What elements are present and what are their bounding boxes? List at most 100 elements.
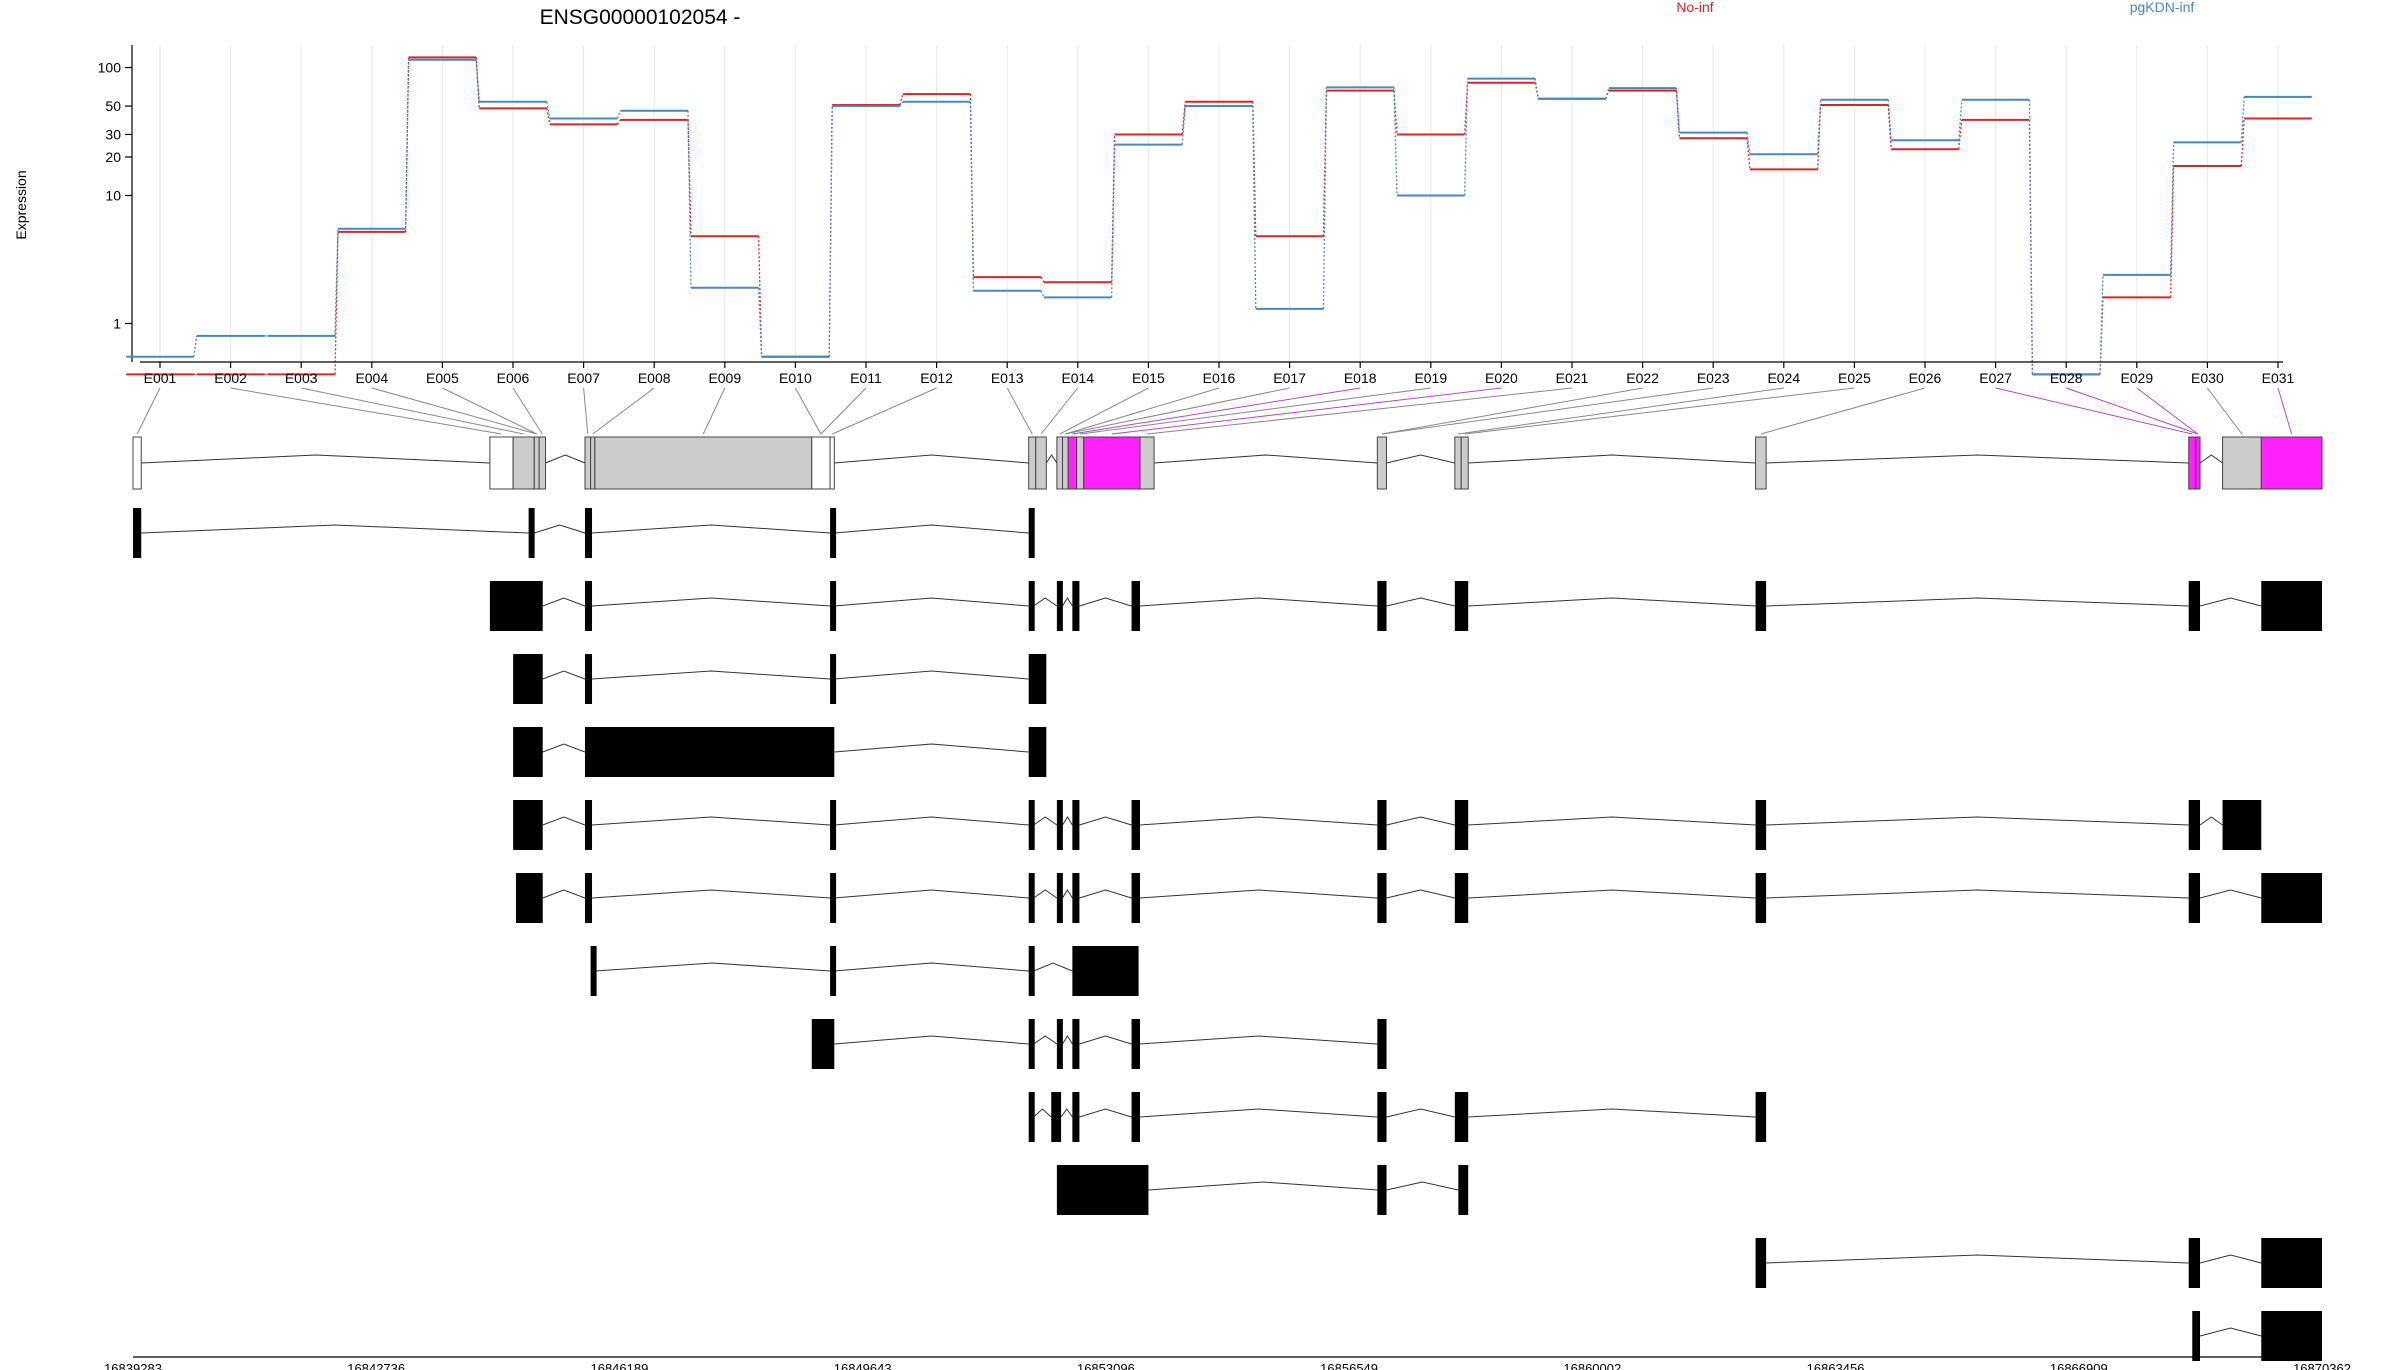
bin-connector <box>1995 387 2193 435</box>
transcript-intron <box>1062 597 1073 607</box>
exon-bin <box>2260 436 2323 490</box>
exon-label: E009 <box>708 370 741 386</box>
transcript-intron <box>2199 889 2262 899</box>
bin-connector <box>512 387 543 435</box>
coordinate-label: 16846189 <box>590 1361 648 1370</box>
intron-line <box>2199 454 2223 464</box>
transcript-exon <box>1051 1092 1062 1142</box>
transcript-exon <box>513 654 543 704</box>
intron-line <box>1766 454 2189 464</box>
transcript-exon <box>2222 800 2262 850</box>
exon-bin <box>590 436 596 490</box>
series-pgkdn-inf <box>126 58 2312 376</box>
exon-bin <box>1755 436 1767 490</box>
transcript-intron <box>2199 816 2223 826</box>
exon-bin <box>594 436 813 490</box>
transcript-exon <box>830 946 837 996</box>
exon-bin <box>584 436 592 490</box>
transcript-6 <box>515 873 2322 923</box>
series-step <box>1746 138 1751 170</box>
transcript-exon <box>513 800 543 850</box>
exon-bin <box>533 436 540 490</box>
series-step <box>1605 87 1610 99</box>
bin-connector <box>1464 387 1855 435</box>
transcript-intron <box>542 816 586 826</box>
exon-label: E018 <box>1344 370 1377 386</box>
coordinate-label: 16870362 <box>2293 1361 2351 1370</box>
exon-label: E008 <box>638 370 671 386</box>
transcript-intron <box>1079 597 1132 607</box>
coordinate-label: 16860002 <box>1563 1361 1621 1370</box>
transcript-exon <box>1755 1238 1767 1288</box>
transcript-intron <box>1060 1108 1073 1118</box>
transcript-exon <box>584 654 593 704</box>
exon-label: E020 <box>1485 370 1518 386</box>
transcript-exon <box>1131 1019 1140 1069</box>
transcript-intron <box>1062 1035 1073 1045</box>
transcript-exon <box>590 946 597 996</box>
transcript-intron <box>1468 816 1756 826</box>
exon-bin <box>538 436 547 490</box>
transcript-3 <box>513 654 1047 704</box>
transcript-intron <box>1079 1035 1132 1045</box>
bin-connector <box>371 387 537 435</box>
transcript-exon <box>1056 1165 1149 1215</box>
intron-line <box>1045 454 1058 464</box>
transcript-exon <box>1028 800 1035 850</box>
transcript-exon <box>2261 873 2322 923</box>
transcript-intron <box>1079 816 1132 826</box>
series-step <box>404 59 410 229</box>
exon-label: E025 <box>1838 370 1871 386</box>
transcript-exon <box>584 727 835 777</box>
bin-connector <box>2066 387 2199 435</box>
transcript-intron <box>2199 597 2262 607</box>
y-tick-label: 10 <box>105 188 121 204</box>
transcript-exon <box>584 508 593 558</box>
transcript-intron <box>594 962 831 972</box>
transcript-intron <box>1139 1035 1378 1045</box>
series-step <box>1887 104 1892 150</box>
series-step <box>2099 274 2104 375</box>
transcript-exon <box>2261 1311 2322 1361</box>
exon-bin <box>1460 436 1469 490</box>
transcript-exon <box>2261 1238 2322 1288</box>
series-step <box>2169 166 2175 298</box>
transcript-exon <box>1028 1019 1035 1069</box>
exon-bin <box>811 436 831 490</box>
bin-connector <box>820 387 867 435</box>
transcript-exon <box>1131 800 1140 850</box>
transcript-tracks <box>133 508 2322 1361</box>
transcript-intron <box>591 889 831 899</box>
transcript-exon <box>2188 1238 2201 1288</box>
exon-bin <box>2195 436 2201 490</box>
x-axis: E001 E002 E003 E004 E005 E006 E007 E008 E009 E010… <box>140 361 2295 386</box>
series-step <box>1040 290 1045 298</box>
transcript-exon <box>1755 873 1767 923</box>
transcript-intron <box>542 597 586 607</box>
bin-connector <box>702 387 726 435</box>
transcript-exon <box>1377 800 1387 850</box>
exon-label: E001 <box>144 370 177 386</box>
exon-bin <box>132 436 142 490</box>
transcript-exon <box>1028 508 1035 558</box>
genomic-coordinate-axis: 16839283 16842736 16846189 16849643 16853096… <box>104 1356 2351 1370</box>
bin-connector <box>1040 387 1079 435</box>
series-step <box>1816 99 1822 155</box>
coordinate-label: 16853096 <box>1077 1361 1135 1370</box>
series-step <box>899 101 904 107</box>
transcript-exon <box>584 800 593 850</box>
bin-connector <box>1072 387 1361 435</box>
transcript-exon <box>1755 581 1767 631</box>
bin-connector <box>1381 387 1643 435</box>
transcript-intron <box>834 743 1029 753</box>
legend-entry-no-inf: No-inf <box>1676 0 1713 15</box>
transcript-10 <box>1056 1165 1469 1215</box>
exon-label: E014 <box>1061 370 1094 386</box>
transcript-intron <box>1386 1108 1455 1118</box>
transcript-intron <box>1386 816 1455 826</box>
transcript-exon <box>1028 1092 1035 1142</box>
transcript-exon <box>2261 581 2322 631</box>
transcript-exon <box>1056 581 1063 631</box>
transcript-intron <box>1079 889 1132 899</box>
series-step <box>475 59 480 102</box>
